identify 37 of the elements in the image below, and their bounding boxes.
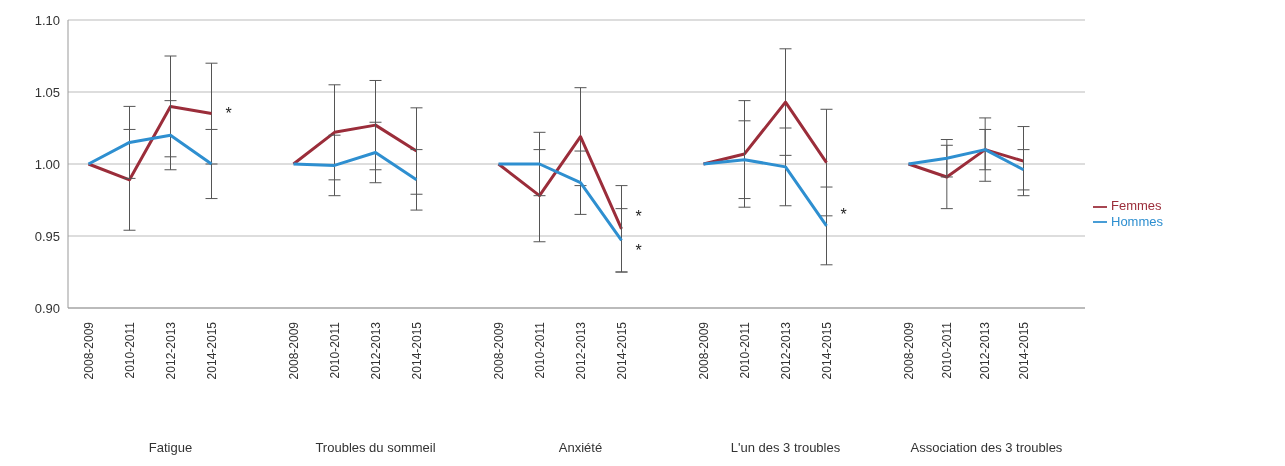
- x-tick-label: 2012-2013: [368, 321, 383, 380]
- x-tick-label: 2008-2009: [901, 321, 916, 380]
- x-axis-title: Association des 3 troubles: [910, 440, 1063, 455]
- legend-label: Hommes: [1111, 213, 1164, 229]
- x-tick-label: 2008-2009: [81, 321, 96, 380]
- x-tick-label: 2014-2015: [409, 321, 424, 380]
- x-tick-label: 2010-2011: [532, 321, 547, 379]
- x-tick-label: 2014-2015: [614, 321, 629, 380]
- y-tick-label: 1.10: [34, 12, 60, 28]
- y-tick-label: 0.95: [34, 228, 60, 244]
- x-axis-title: Fatigue: [148, 440, 193, 455]
- x-tick-label: 2012-2013: [978, 321, 993, 380]
- x-tick-label: 2010-2011: [122, 321, 137, 379]
- x-tick-label: 2012-2013: [163, 321, 178, 380]
- x-tick-label: 2010-2011: [939, 321, 954, 379]
- annotation: *: [225, 105, 232, 123]
- x-tick-label: 2012-2013: [778, 321, 793, 380]
- line-series: [87, 104, 213, 182]
- y-tick-label: 1.00: [34, 156, 60, 172]
- annotation: *: [635, 242, 642, 260]
- x-axis-title: Anxiété: [558, 440, 603, 455]
- x-tick-label: 2008-2009: [286, 321, 301, 380]
- y-tick-label: 1.05: [34, 84, 60, 100]
- x-tick-label: 2014-2015: [819, 321, 834, 380]
- x-tick-label: 2010-2011: [737, 321, 752, 379]
- annotation: *: [840, 206, 847, 224]
- y-tick-label: 0.90: [34, 300, 60, 316]
- annotation: *: [635, 207, 642, 225]
- x-tick-label: 2008-2009: [491, 321, 506, 380]
- x-tick-label: 2010-2011: [327, 321, 342, 379]
- x-tick-label: 2012-2013: [573, 321, 588, 380]
- x-tick-label: 2014-2015: [204, 321, 219, 380]
- x-axis-title: L'un des 3 troubles: [730, 440, 841, 455]
- x-tick-label: 2008-2009: [696, 321, 711, 380]
- x-axis-title: Troubles du sommeil: [315, 440, 436, 455]
- x-tick-label: 2014-2015: [1016, 321, 1031, 380]
- legend-label: Femmes: [1111, 198, 1162, 213]
